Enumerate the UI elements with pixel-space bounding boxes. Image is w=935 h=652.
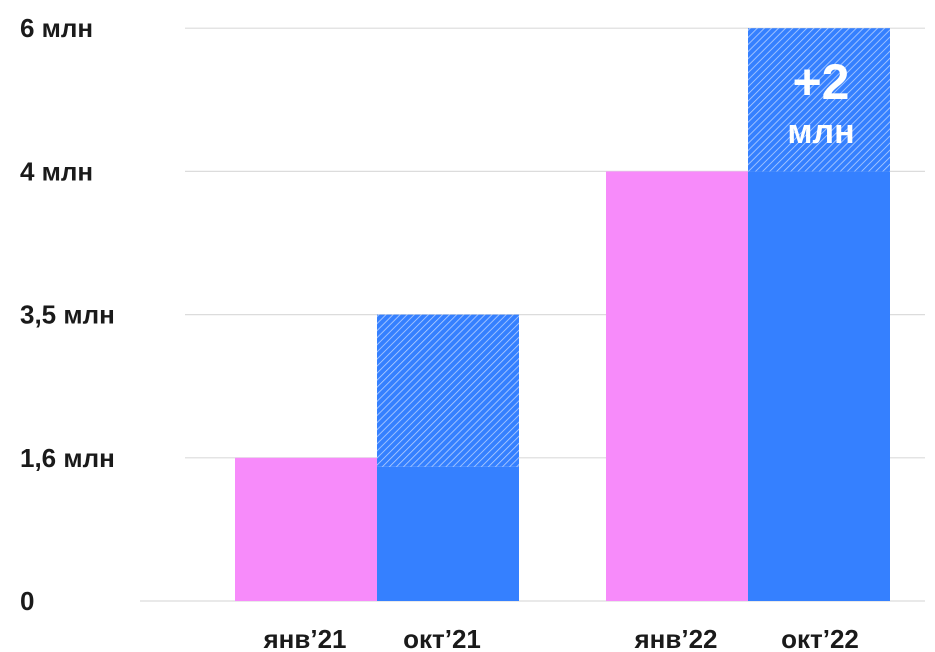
annotation: +2 млн xyxy=(787,54,854,151)
x-axis: янв’21 окт’21 янв’22 окт’22 xyxy=(262,624,858,652)
bar xyxy=(606,171,748,601)
y-tick-label: 4 млн xyxy=(20,156,93,186)
bar xyxy=(235,457,377,601)
annotation-value: +2 xyxy=(792,54,849,110)
y-tick-label: 1,6 млн xyxy=(20,443,115,473)
x-tick-label: янв’22 xyxy=(633,624,717,652)
bar-increment xyxy=(377,314,519,467)
x-tick-label: окт’22 xyxy=(781,624,859,652)
y-axis: 0 1,6 млн 3,5 млн 4 млн 6 млн xyxy=(20,13,115,616)
y-tick-label: 3,5 млн xyxy=(20,300,115,330)
bar-increment xyxy=(748,28,890,172)
y-tick-label: 0 xyxy=(20,586,34,616)
annotation-unit: млн xyxy=(787,113,854,151)
y-tick-label: 6 млн xyxy=(20,13,93,43)
x-tick-label: янв’21 xyxy=(262,624,346,652)
bar xyxy=(748,171,890,601)
bars xyxy=(235,28,890,601)
x-tick-label: окт’21 xyxy=(403,624,481,652)
bar xyxy=(377,466,519,601)
